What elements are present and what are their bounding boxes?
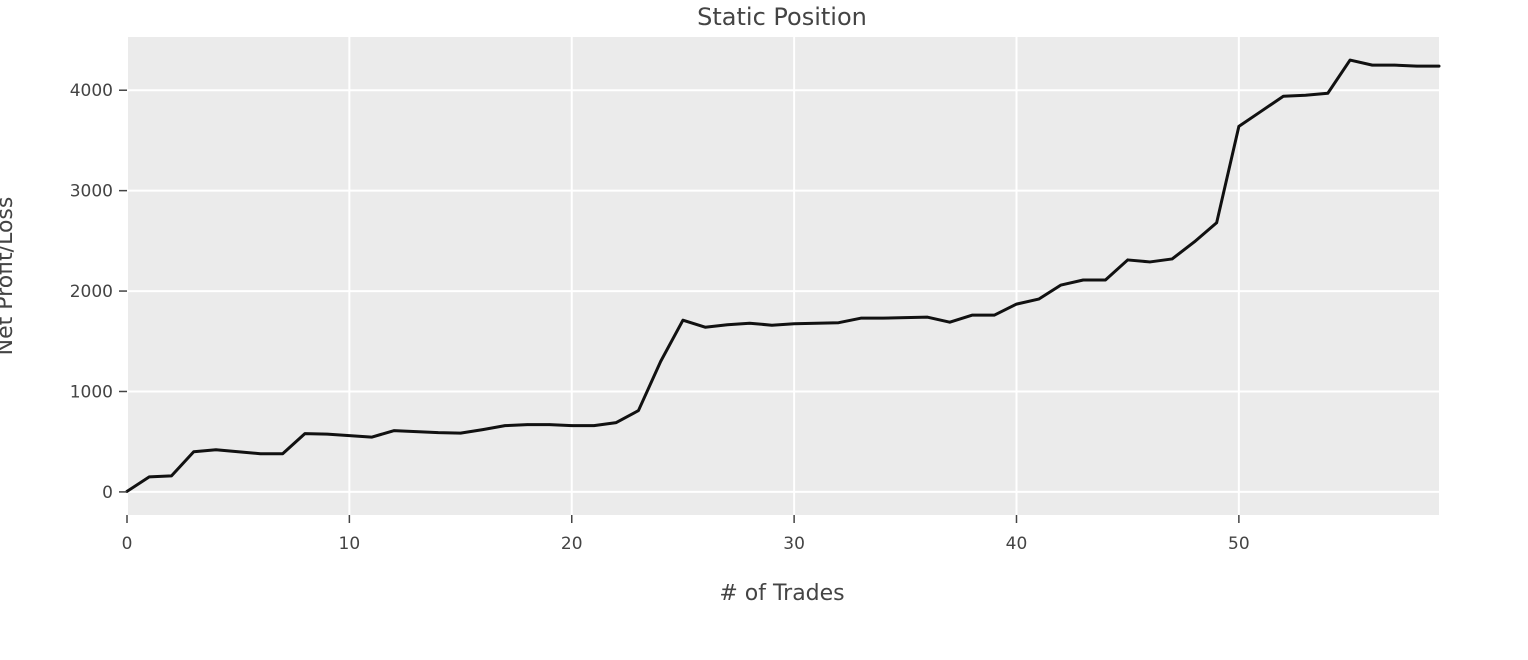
x-tick-label: 0 [122, 534, 133, 554]
x-tick-label: 50 [1228, 534, 1250, 554]
x-tick-label: 40 [1006, 534, 1028, 554]
data-point [881, 316, 885, 320]
x-tick-label: 10 [339, 534, 361, 554]
data-point [726, 323, 729, 326]
data-point [170, 474, 173, 478]
data-point [192, 450, 195, 453]
y-axis-label: Net Profit/Loss [0, 197, 18, 356]
data-point [637, 409, 640, 412]
data-point [1059, 283, 1063, 287]
data-point [837, 321, 840, 324]
data-point [148, 475, 151, 479]
y-tick-label: 0 [102, 483, 113, 503]
data-point [659, 360, 662, 363]
y-tick-label: 4000 [70, 81, 113, 101]
data-point [392, 429, 396, 432]
data-point [1326, 92, 1330, 95]
y-tick-label: 3000 [70, 182, 113, 202]
data-point [437, 431, 440, 434]
data-point [1259, 110, 1263, 113]
data-point [281, 452, 284, 455]
data-point [481, 428, 484, 431]
data-point [1304, 94, 1307, 97]
data-point [615, 421, 618, 424]
y-gridlines [127, 89, 1439, 493]
data-point [214, 448, 218, 451]
y-axis: 0 1000 2000 3000 4000 [70, 81, 127, 503]
data-point [1437, 64, 1441, 68]
data-point [1126, 258, 1129, 262]
plot-area [127, 37, 1439, 515]
data-point [1193, 240, 1196, 244]
x-axis: 0 10 20 30 40 50 [122, 515, 1250, 554]
x-gridlines [126, 37, 1240, 515]
data-point [748, 321, 751, 325]
data-point [1371, 63, 1374, 67]
series-layer [125, 58, 1441, 493]
data-point [325, 432, 329, 436]
data-point [970, 313, 974, 317]
data-point [348, 434, 351, 437]
data-point [236, 450, 240, 453]
data-point [570, 424, 573, 427]
data-point [592, 424, 596, 427]
data-point [414, 430, 418, 433]
data-point [859, 316, 863, 320]
x-tick-label: 20 [561, 534, 583, 554]
y-tick-label: 1000 [70, 382, 113, 402]
y-tick-label: 2000 [70, 282, 113, 302]
data-point [503, 424, 507, 427]
data-point [1215, 221, 1218, 224]
data-point [1104, 278, 1107, 282]
data-point [770, 324, 774, 327]
data-point [259, 452, 262, 455]
data-point [1148, 260, 1152, 264]
data-point [1015, 302, 1018, 306]
x-axis-label: # of Trades [719, 581, 844, 606]
data-point [1170, 257, 1174, 261]
data-point [993, 313, 996, 317]
data-point [1082, 278, 1085, 282]
series-line [125, 58, 1441, 493]
chart-title: Static Position [697, 3, 867, 31]
data-point [1282, 95, 1285, 98]
data-point [815, 321, 818, 325]
data-point [926, 315, 929, 319]
data-point [370, 435, 373, 439]
data-point [1237, 125, 1241, 128]
data-point [1348, 58, 1352, 62]
data-point [703, 326, 707, 329]
data-point [526, 423, 529, 426]
data-point [459, 431, 462, 435]
data-point [904, 316, 907, 319]
data-point [948, 320, 951, 324]
data-point [792, 322, 796, 325]
data-point [548, 423, 551, 426]
data-point [303, 432, 307, 435]
x-tick-label: 30 [783, 534, 805, 554]
data-point [681, 318, 685, 322]
data-point [1037, 297, 1040, 301]
data-point [1415, 64, 1418, 68]
data-point [1393, 63, 1396, 67]
